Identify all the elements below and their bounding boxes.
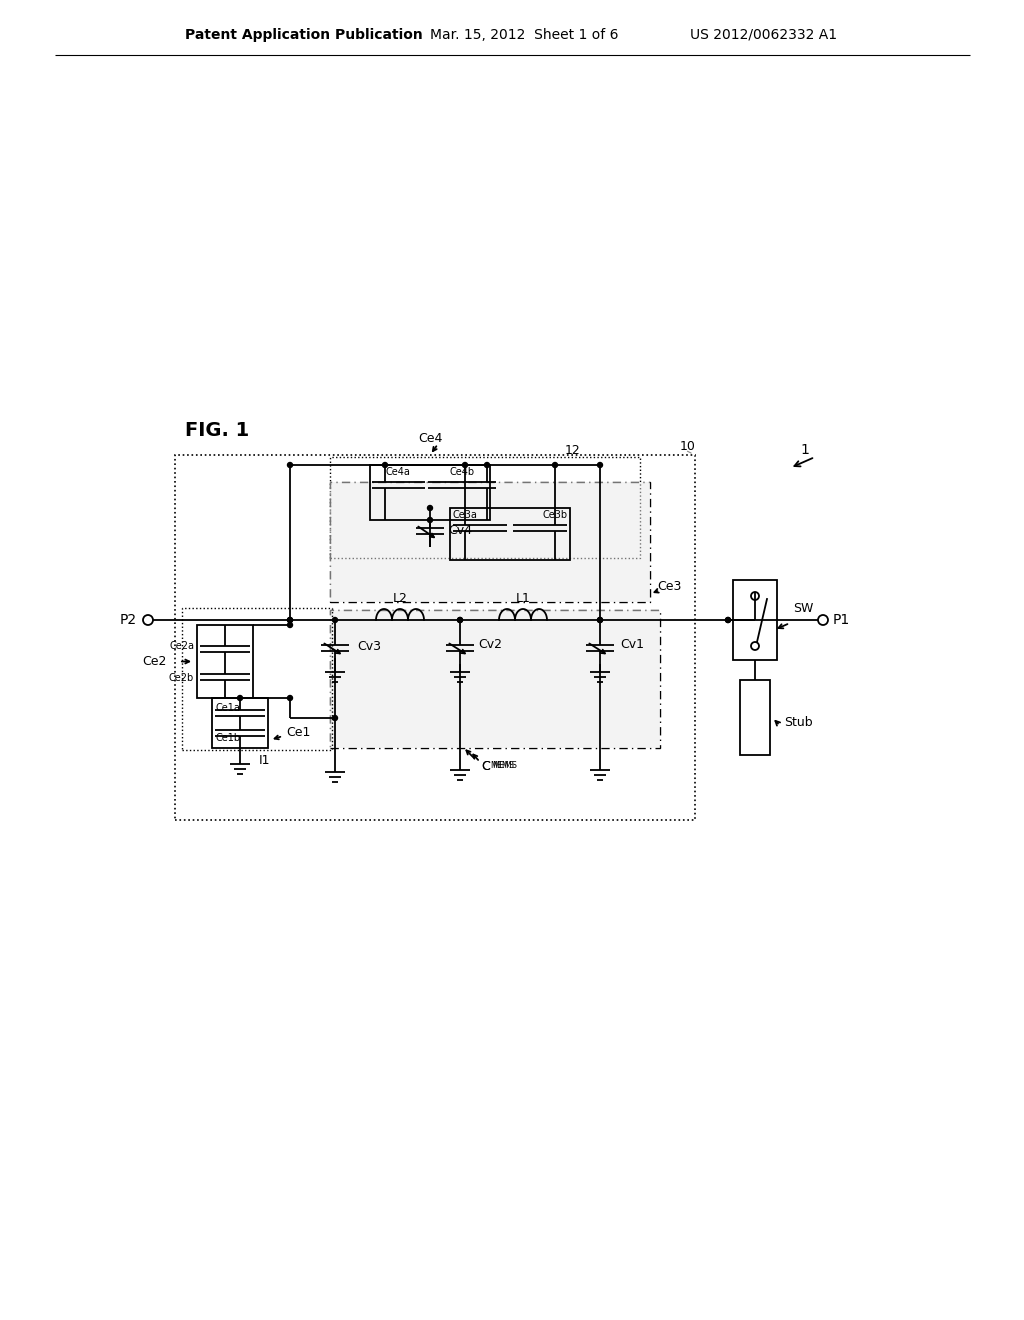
Circle shape — [597, 462, 602, 467]
Bar — [330, 610, 660, 748]
Circle shape — [458, 618, 463, 623]
Text: Cv4: Cv4 — [449, 524, 472, 536]
Text: $_{\mathrm{MEMS}}$: $_{\mathrm{MEMS}}$ — [490, 760, 515, 772]
Circle shape — [288, 623, 293, 627]
Bar — [197, 624, 253, 698]
Text: Cv3: Cv3 — [357, 640, 381, 653]
Circle shape — [383, 462, 387, 467]
Bar — [175, 455, 695, 820]
Bar — [182, 609, 332, 750]
Circle shape — [333, 715, 338, 721]
Text: C: C — [481, 759, 490, 772]
Circle shape — [238, 696, 243, 701]
Text: Ce1b: Ce1b — [215, 733, 240, 743]
Circle shape — [463, 462, 468, 467]
Text: MEMS: MEMS — [492, 762, 517, 771]
Text: US 2012/0062332 A1: US 2012/0062332 A1 — [690, 28, 838, 42]
Text: Cv1: Cv1 — [620, 638, 644, 651]
Text: Ce3b: Ce3b — [543, 510, 567, 520]
Circle shape — [725, 618, 730, 623]
Circle shape — [725, 618, 730, 623]
Circle shape — [458, 618, 463, 623]
Text: Ce2b: Ce2b — [169, 673, 194, 682]
Text: P2: P2 — [120, 612, 136, 627]
Text: L1: L1 — [515, 591, 530, 605]
Circle shape — [288, 696, 293, 701]
Text: Ce4b: Ce4b — [450, 467, 474, 477]
Text: Mar. 15, 2012  Sheet 1 of 6: Mar. 15, 2012 Sheet 1 of 6 — [430, 28, 618, 42]
Bar — [330, 482, 650, 602]
Circle shape — [427, 506, 432, 511]
Text: 12: 12 — [565, 445, 581, 458]
Circle shape — [288, 618, 293, 623]
Text: C: C — [481, 759, 490, 772]
Bar — [330, 482, 650, 602]
Text: Ce2a: Ce2a — [169, 642, 194, 651]
Bar — [733, 579, 777, 660]
Circle shape — [597, 618, 602, 623]
Text: FIG. 1: FIG. 1 — [185, 421, 249, 440]
Text: 1: 1 — [800, 444, 809, 457]
Text: Ce4: Ce4 — [418, 433, 442, 446]
Text: SW: SW — [793, 602, 813, 615]
Circle shape — [553, 462, 557, 467]
Circle shape — [597, 618, 602, 623]
Circle shape — [288, 462, 293, 467]
Bar — [212, 698, 268, 748]
Bar — [330, 610, 660, 748]
Text: Ce1: Ce1 — [286, 726, 310, 739]
Bar — [450, 508, 570, 560]
Bar — [740, 680, 770, 755]
Text: Ce3a: Ce3a — [453, 510, 477, 520]
Circle shape — [427, 517, 432, 523]
Bar — [330, 457, 640, 558]
Circle shape — [333, 618, 338, 623]
Text: Ce2: Ce2 — [142, 655, 167, 668]
Circle shape — [288, 618, 293, 623]
Text: Ce3: Ce3 — [657, 581, 681, 594]
Text: Cv2: Cv2 — [478, 638, 502, 651]
Text: L2: L2 — [392, 591, 408, 605]
Text: P1: P1 — [833, 612, 850, 627]
Text: Ce4a: Ce4a — [386, 467, 411, 477]
Text: I1: I1 — [259, 754, 270, 767]
Circle shape — [484, 462, 489, 467]
Text: Ce1a: Ce1a — [215, 704, 240, 713]
Text: 10: 10 — [680, 441, 696, 454]
Text: Stub: Stub — [784, 715, 813, 729]
Text: Patent Application Publication: Patent Application Publication — [185, 28, 423, 42]
Bar — [370, 465, 490, 520]
